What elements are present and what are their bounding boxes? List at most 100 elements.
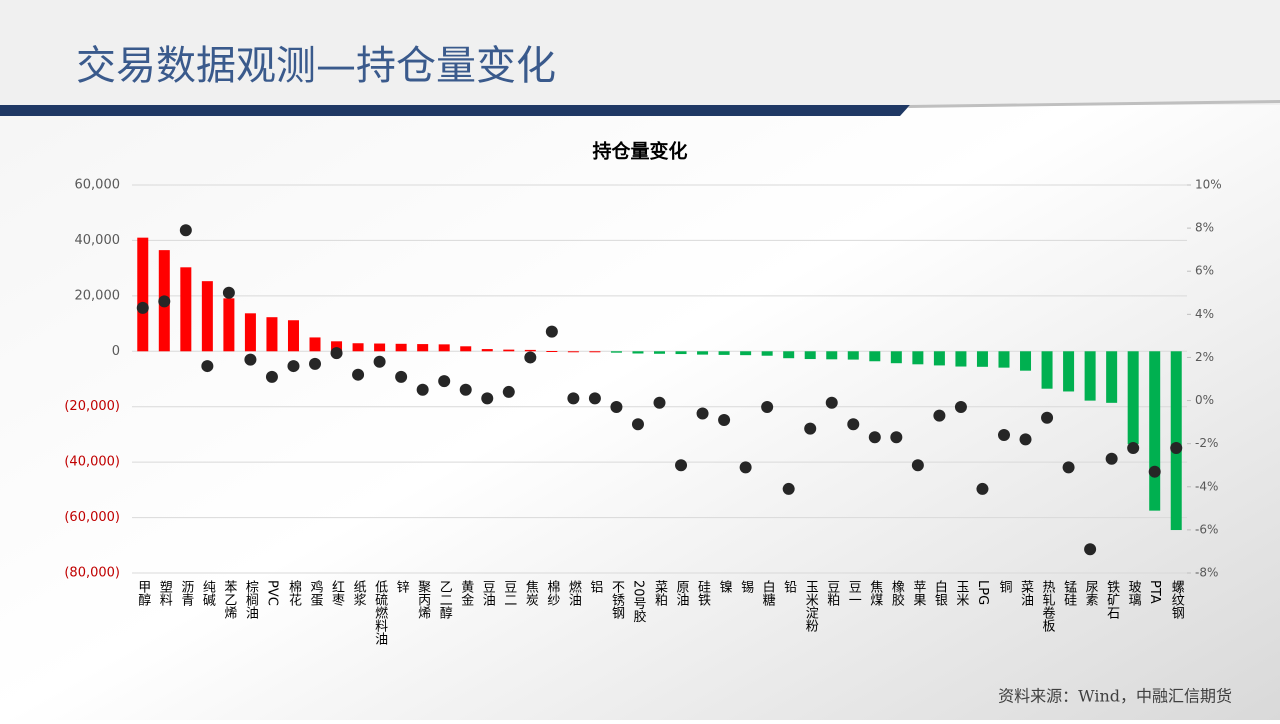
x-tick-label: 棉纱 [544,580,560,606]
x-tick-label: 铅 [781,580,797,593]
point [222,286,235,299]
bar [1084,351,1096,401]
x-tick-label: 豆粕 [824,580,840,606]
bar [546,351,558,353]
point [1105,452,1118,465]
point [739,461,752,474]
point [976,482,989,495]
point [438,375,451,388]
point [244,353,257,366]
x-tick-label: 铁矿石 [1104,580,1120,619]
point [847,418,860,431]
point [1041,411,1054,424]
bar [1063,351,1075,392]
x-tick-label: 原油 [674,580,690,606]
bar [567,351,579,353]
y-tick-label: 60,000 [75,178,121,193]
point [201,360,214,373]
bar [1041,351,1053,389]
point [675,459,688,472]
y2-tick-label: 0% [1195,393,1214,407]
x-tick-label: 聚丙烯 [415,580,431,619]
bar [223,298,235,352]
chart-title: 持仓量变化 [592,140,687,163]
x-tick-label: 铝 [587,580,603,593]
point [868,431,881,444]
x-tick-label: 鸡蛋 [308,579,324,607]
x-tick-label: 白银 [932,579,948,606]
x-tick-label: 沥青 [178,580,194,606]
bar [309,337,321,352]
bar [933,351,945,366]
x-tick-label: 锰硅 [1061,580,1077,606]
point [890,431,903,444]
point [524,351,537,364]
bar [976,351,988,367]
bar [503,349,515,352]
slide-title: 交易数据观测—持仓量变化 [76,43,556,89]
x-tick-label: 锡 [738,580,754,593]
point [1084,543,1097,556]
y-tick-label: (60,000) [64,510,120,525]
y-tick-label: (80,000) [64,566,120,581]
point [696,407,709,420]
bar [201,281,213,352]
x-tick-label: 螺纹钢 [1169,580,1185,620]
x-tick-label: LPG [975,580,990,605]
y2-tick-label: 8% [1195,221,1214,235]
point [373,355,386,368]
bar [1149,351,1161,511]
point [1127,441,1140,454]
x-tick-label: 豆二 [501,580,517,606]
bar [761,351,773,356]
bar [180,267,192,352]
bar [1106,351,1118,403]
bar [438,344,450,352]
point [653,396,666,409]
x-tick-label: 不锈钢 [609,580,625,620]
point [933,409,946,422]
point [330,347,343,360]
point [588,392,601,405]
bar [869,351,881,362]
bar [266,317,278,352]
point [997,429,1010,442]
y2-tick-label: 4% [1195,307,1214,321]
bar [740,351,752,356]
point [954,401,967,414]
bar [524,349,536,352]
point [718,413,731,426]
x-tick-label: 玉米淀粉 [803,580,819,632]
x-tick-label: 橡胶 [889,580,905,607]
y2-tick-label: -4% [1195,479,1218,493]
bar [1170,351,1182,531]
bar [331,341,343,352]
header-band [0,0,1280,105]
y2-tick-label: 10% [1195,178,1222,192]
x-tick-label: 棕榈油 [243,580,259,619]
y-tick-label: (20,000) [64,399,120,414]
point [610,401,623,414]
point [158,295,171,308]
point [265,370,278,383]
x-tick-label: 苹果 [910,580,926,606]
y-tick-label: 0 [112,344,120,359]
point [395,370,408,383]
y-tick-label: 40,000 [75,233,121,248]
point [1019,433,1032,446]
x-tick-label: 红枣 [329,579,345,606]
x-tick-label: 燃油 [566,579,582,606]
bar [1127,351,1139,445]
point [1062,461,1075,474]
x-tick-label: PTA [1147,580,1162,604]
x-tick-label: 塑料 [157,580,173,606]
x-tick-label: 乙二醇 [437,580,453,619]
point [631,418,644,431]
point [136,301,149,314]
point [459,383,472,396]
bar [374,343,386,352]
bar [955,351,967,367]
x-tick-label: 焦煤 [867,580,883,606]
bar [417,344,429,352]
